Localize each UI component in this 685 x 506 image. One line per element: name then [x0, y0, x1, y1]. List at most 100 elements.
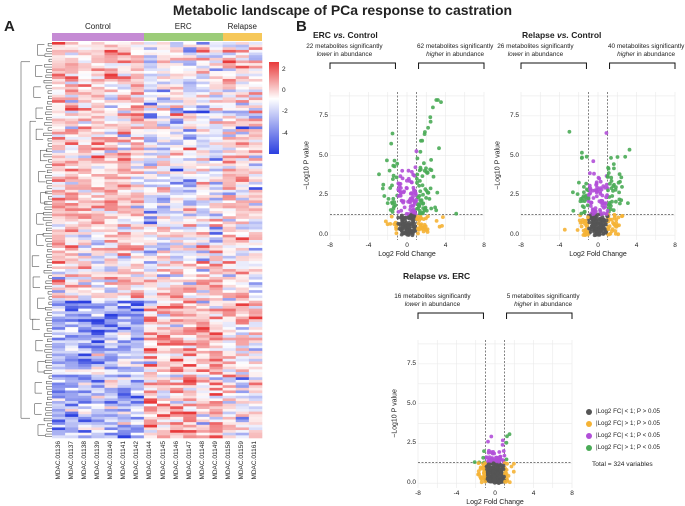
heatmap-cell	[143, 150, 158, 154]
heatmap-cell	[65, 276, 79, 280]
heatmap-cell	[91, 57, 105, 61]
heatmap-cell	[183, 287, 197, 291]
heatmap-cell	[52, 432, 66, 436]
heatmap-cell	[170, 321, 184, 325]
heatmap-cell	[235, 374, 250, 378]
heatmap-cell	[117, 387, 132, 391]
heatmap-cell	[52, 327, 66, 331]
heatmap-cell	[143, 76, 158, 80]
heatmap-cell	[104, 73, 118, 77]
heatmap-cell	[65, 385, 79, 389]
heatmap-cell	[170, 379, 184, 383]
heatmap-cell	[78, 205, 92, 209]
heatmap-cell	[117, 414, 132, 418]
volcano-point	[429, 158, 433, 162]
heatmap-cell	[222, 89, 237, 93]
heatmap-cell	[65, 160, 79, 164]
heatmap-cell	[196, 208, 210, 212]
heatmap-cell	[91, 76, 105, 80]
heatmap-cell	[78, 271, 92, 275]
heatmap-cell	[157, 295, 171, 299]
heatmap-cell	[209, 232, 223, 236]
y-tick-label: 0.0	[318, 231, 328, 239]
heatmap-cell	[170, 179, 184, 183]
heatmap-cell	[196, 203, 210, 206]
heatmap-cell	[65, 60, 79, 64]
heatmap-cell	[235, 221, 250, 225]
heatmap-cell	[52, 379, 66, 383]
heatmap-cell	[130, 329, 145, 333]
heatmap-cell	[183, 160, 197, 164]
heatmap-cell	[130, 403, 145, 407]
heatmap-cell	[196, 419, 210, 423]
heatmap-cell	[235, 266, 250, 270]
heatmap-cell	[157, 121, 171, 125]
heatmap-cell	[130, 92, 145, 96]
heatmap-cell	[157, 200, 171, 204]
heatmap-cell	[78, 279, 92, 283]
heatmap-cell	[222, 49, 237, 53]
heatmap-cell	[248, 137, 263, 140]
heatmap-cell	[65, 303, 79, 307]
heatmap-cell	[248, 52, 263, 56]
heatmap-cell	[52, 166, 66, 170]
heatmap-cell	[170, 358, 184, 362]
heatmap-cell	[143, 398, 158, 402]
heatmap-cell	[91, 160, 105, 164]
heatmap-cell	[130, 350, 145, 354]
heatmap-cell	[104, 335, 118, 338]
dendrogram-branch	[45, 280, 52, 284]
dendrogram-branch	[37, 424, 45, 436]
heatmap-cell	[65, 142, 79, 146]
heatmap-cell	[157, 55, 171, 59]
heatmap-cell	[196, 379, 210, 383]
heatmap-cell	[235, 210, 250, 214]
heatmap-cell	[65, 134, 79, 138]
heatmap-cell	[65, 263, 79, 267]
heatmap-cell	[157, 113, 171, 117]
heatmap-cell	[65, 311, 79, 315]
heatmap-cell	[104, 369, 118, 373]
volcano-point	[604, 182, 609, 187]
heatmap-cell	[170, 110, 184, 114]
heatmap-cell	[91, 110, 105, 114]
heatmap-cell	[222, 131, 237, 135]
heatmap-cell	[78, 298, 92, 302]
volcano-point	[591, 196, 596, 200]
heatmap-cell	[91, 203, 105, 206]
heatmap-cell	[170, 266, 184, 270]
heatmap-cell	[209, 226, 223, 230]
heatmap-cell	[183, 427, 197, 431]
heatmap-cell	[130, 377, 145, 381]
heatmap-cell	[130, 435, 145, 439]
volcano-point	[579, 211, 584, 216]
heatmap-cell	[143, 144, 158, 148]
bracket-higher	[506, 312, 573, 319]
heatmap-cell	[78, 276, 92, 280]
heatmap-cell	[78, 166, 92, 170]
heatmap-cell	[248, 71, 263, 74]
heatmap-cell	[91, 382, 105, 386]
heatmap-cell	[143, 411, 158, 415]
heatmap-cell	[235, 358, 250, 362]
heatmap-cell	[91, 171, 105, 175]
heatmap-cell	[65, 92, 79, 96]
heatmap-cell	[52, 266, 66, 270]
heatmap-cell	[183, 382, 197, 386]
heatmap-cell	[183, 356, 197, 360]
heatmap-cell	[117, 134, 132, 138]
heatmap-cell	[248, 203, 263, 206]
heatmap-cell	[52, 303, 66, 307]
heatmap-cell	[183, 195, 197, 199]
heatmap-cell	[248, 218, 263, 222]
heatmap-cell	[170, 385, 184, 389]
heatmap-cell	[157, 94, 171, 98]
heatmap-cell	[65, 316, 79, 320]
heatmap-cell	[52, 108, 66, 111]
heatmap-cell	[130, 213, 145, 217]
heatmap-cell	[209, 137, 223, 140]
heatmap-cell	[143, 414, 158, 418]
heatmap-cell	[117, 181, 132, 185]
heatmap-cell	[78, 316, 92, 320]
volcano-point	[420, 183, 425, 188]
